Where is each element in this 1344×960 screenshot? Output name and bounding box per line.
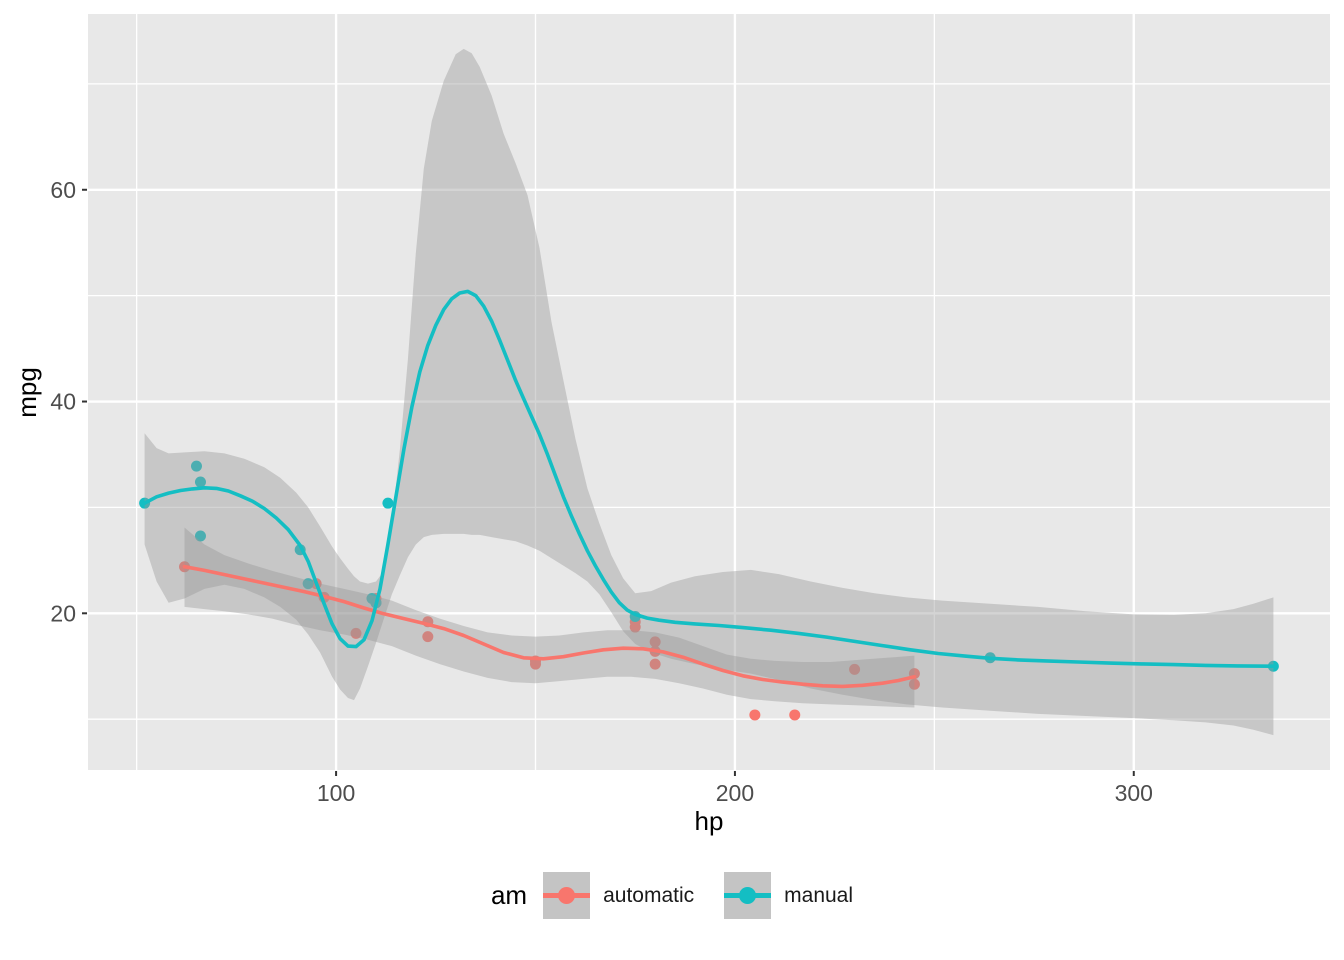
x-axis-title: hp [694,806,724,836]
legend-entry-automatic: automatic [543,872,724,919]
data-point-automatic [350,627,362,639]
legend-key-point-icon [558,887,576,904]
y-tick-label: 40 [50,389,76,415]
data-point-manual [194,476,206,488]
data-point-automatic [649,658,661,670]
legend-label-manual: manual [784,883,854,907]
confidence-ribbon-manual [144,48,1274,736]
data-point-manual [190,460,202,472]
legend-key-point-icon [739,887,757,904]
plot-panel [88,14,1330,770]
data-point-manual [302,578,314,590]
data-point-automatic [849,663,861,675]
data-point-manual [194,530,206,542]
confidence-ribbon-automatic [184,527,915,708]
x-tick-label: 300 [1115,780,1153,806]
data-point-automatic [749,709,761,721]
legend-key-automatic [543,872,591,919]
smooth-line-automatic [182,564,917,689]
data-point-automatic [789,709,801,721]
x-tick-label: 200 [716,780,754,806]
y-tick-label: 20 [50,600,76,626]
legend-label-automatic: automatic [603,883,695,907]
legend: am automatic manual [0,872,1344,919]
data-point-manual [366,592,378,604]
y-axis-title-wrap: mpg [2,14,52,770]
y-tick-label: 60 [50,177,76,203]
legend-key-manual [724,872,772,919]
x-tick-label: 100 [317,780,355,806]
y-axis-title: mpg [11,366,42,418]
data-point-automatic [530,658,542,670]
legend-entry-manual: manual [724,872,853,919]
data-point-automatic [422,631,434,643]
data-point-automatic [908,678,920,690]
data-point-automatic [649,636,661,648]
data-point-manual [382,497,394,509]
legend-title: am [490,880,528,910]
smooth-line-manual [142,289,1276,668]
